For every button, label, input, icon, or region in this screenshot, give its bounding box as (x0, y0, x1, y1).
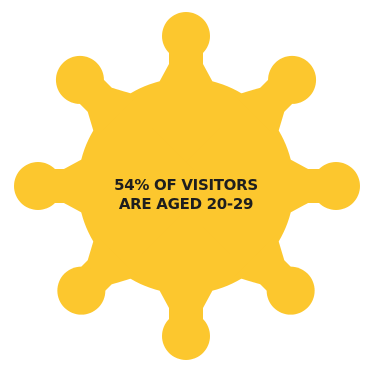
splat-arm-fillet-6 (87, 234, 138, 285)
splat-arm-fillet-8 (87, 87, 138, 138)
splat-arm-fillet-5 (156, 284, 216, 308)
splat-arm-tip-2 (268, 55, 317, 104)
splat-arm-4 (173, 173, 303, 303)
splat-arm-2 (173, 67, 305, 199)
splat-arm-fillet-4 (234, 234, 285, 285)
splat-arm-tip-6 (57, 266, 106, 315)
splat-arm-tip-1 (162, 12, 210, 60)
stat-line-2: ARE AGED 20-29 (118, 195, 254, 213)
splat-body (14, 12, 360, 360)
splat-arm-tip-7 (14, 162, 62, 210)
splat-arm-fillet-1 (156, 64, 216, 88)
splat-arm-fillet-2 (234, 87, 285, 138)
splat-arm-8 (67, 67, 199, 199)
splat-arm-tip-8 (55, 55, 104, 104)
stat-line-1: 54% OF VISITORS (114, 176, 258, 194)
stat-callout: 54% OF VISITORS ARE AGED 20-29 (86, 176, 286, 214)
splat-arm-fillet-7 (64, 156, 88, 216)
splat-arm-6 (69, 173, 199, 303)
splat-arm-tip-3 (312, 162, 360, 210)
splat-arm-tip-5 (162, 312, 210, 360)
splat-arm-fillet-3 (284, 156, 308, 216)
splat-arm-tip-4 (266, 266, 315, 315)
